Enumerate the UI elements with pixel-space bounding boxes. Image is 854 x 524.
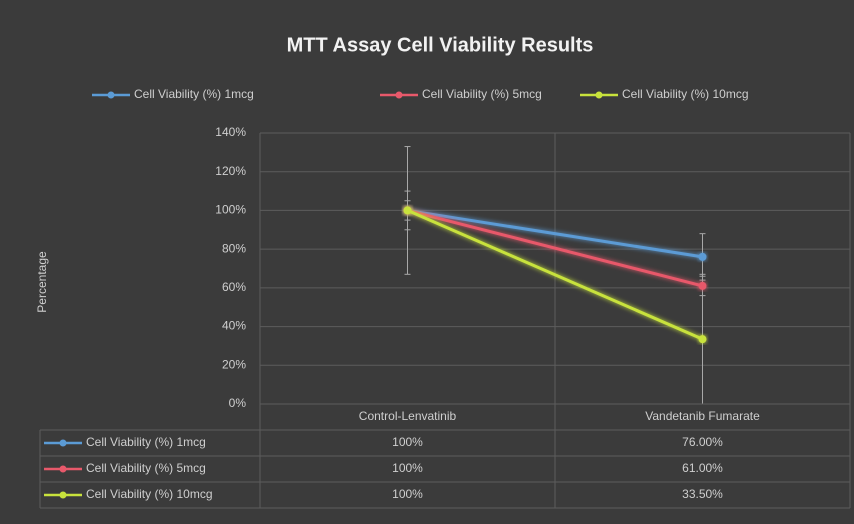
data-point [698,252,707,261]
table-row-label: Cell Viability (%) 1mcg [86,435,206,449]
table-cell: 100% [392,461,423,475]
legend-marker [395,91,403,99]
series-line [407,208,703,288]
y-axis-label: Percentage [35,251,49,313]
table-marker [59,439,67,447]
legend-marker [107,91,115,99]
legend-label: Cell Viability (%) 5mcg [422,87,542,101]
table-cell: 76.00% [682,435,723,449]
y-tick-label: 0% [229,396,247,410]
y-tick-label: 20% [222,357,246,371]
data-point [698,281,707,290]
y-tick-label: 100% [215,203,246,217]
y-tick-label: 140% [215,125,246,139]
legend-item: Cell Viability (%) 5mcg [380,87,542,101]
table-row-label: Cell Viability (%) 10mcg [86,487,213,501]
y-tick-label: 40% [222,319,246,333]
table-cell: 33.50% [682,487,723,501]
table-cell: 100% [392,487,423,501]
table-header: Vandetanib Fumarate [645,409,760,423]
table-cell: 61.00% [682,461,723,475]
series-line [406,209,704,341]
table-row-label: Cell Viability (%) 5mcg [86,461,206,475]
legend-label: Cell Viability (%) 1mcg [134,87,254,101]
legend-item: Cell Viability (%) 10mcg [580,87,749,101]
legend-label: Cell Viability (%) 10mcg [622,87,749,101]
data-point [698,335,707,344]
y-tick-label: 60% [222,280,246,294]
chart-title: MTT Assay Cell Viability Results [287,34,594,56]
legend-item: Cell Viability (%) 1mcg [92,87,254,101]
y-tick-label: 80% [222,241,246,255]
data-point [403,206,412,215]
table-marker [59,465,67,473]
y-tick-label: 120% [215,164,246,178]
legend-marker [595,91,603,99]
table-marker [59,491,67,499]
table-header: Control-Lenvatinib [359,409,457,423]
series-line [407,208,703,259]
table-cell: 100% [392,435,423,449]
